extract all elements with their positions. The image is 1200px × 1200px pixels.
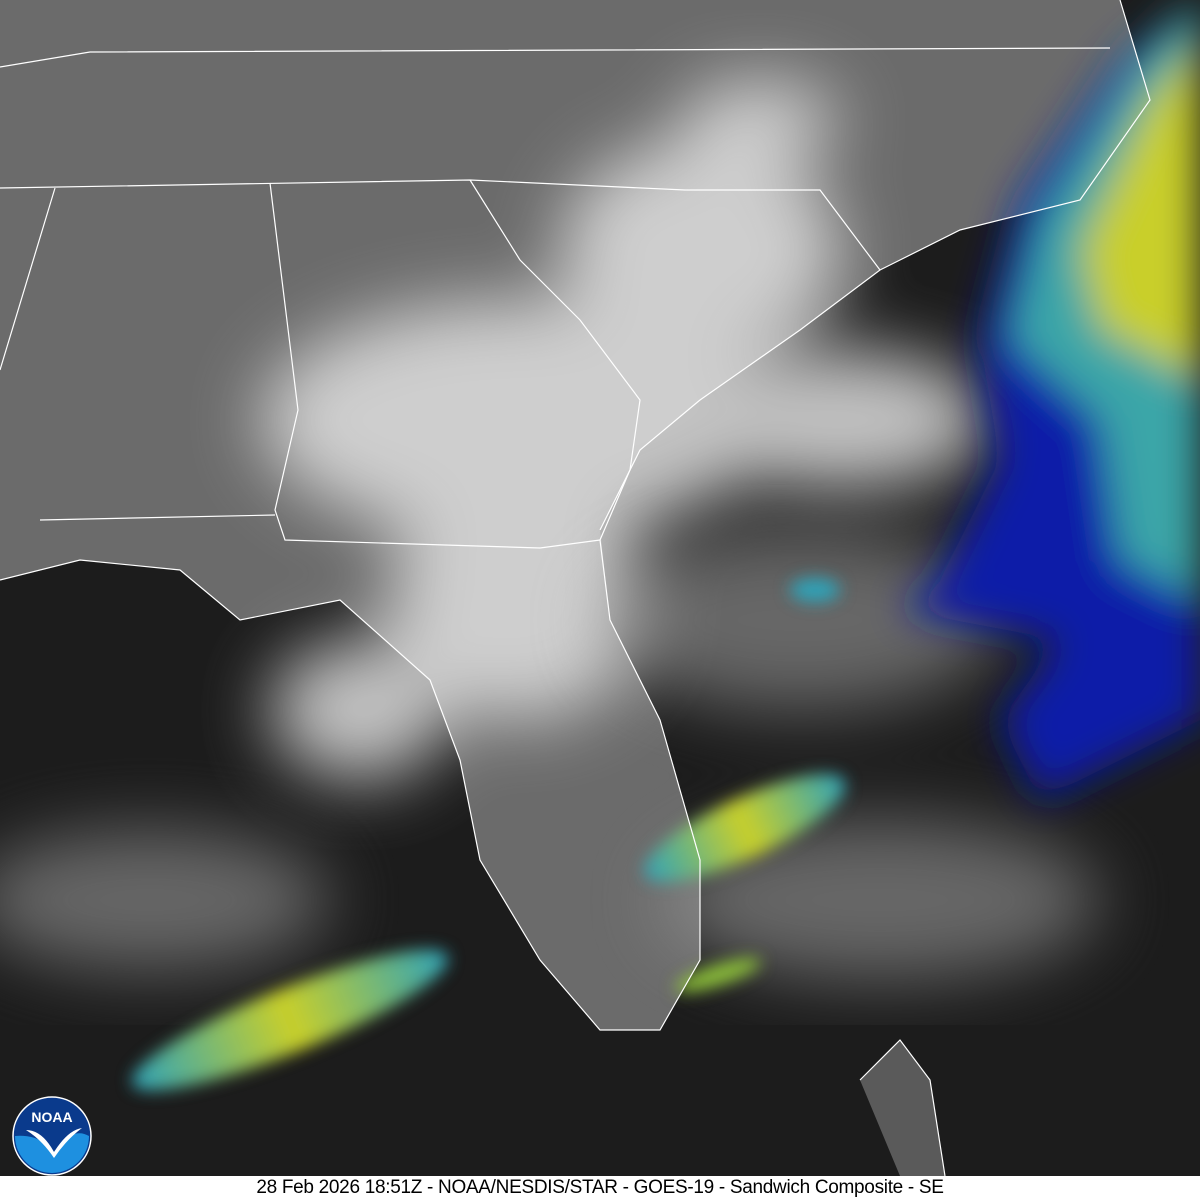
cold-cloud-patch (790, 578, 840, 602)
svg-text:NOAA: NOAA (31, 1109, 72, 1125)
cloud-mass (270, 640, 450, 780)
cold-cloud-band-gulf (131, 949, 449, 1091)
cloud-mass (600, 530, 1000, 710)
cold-cloud-band-florida (644, 774, 846, 882)
cloud-mass (680, 80, 840, 160)
cold-cloud-band-keys (675, 958, 761, 992)
image-caption: 28 Feb 2026 18:51Z - NOAA/NESDIS/STAR - … (0, 1176, 1200, 1200)
cloud-mass (560, 140, 840, 360)
noaa-logo: NOAA (12, 1096, 92, 1176)
cloud-mass (0, 830, 330, 970)
land-cuba (860, 1040, 945, 1176)
cloud-mass (660, 820, 1100, 980)
cloud-mass (260, 300, 780, 540)
cold-cloud-top-atlantic-high (1080, 40, 1200, 380)
state-borders (0, 0, 1151, 1176)
cloud-mass (690, 350, 990, 490)
cloud-mass (390, 480, 650, 720)
